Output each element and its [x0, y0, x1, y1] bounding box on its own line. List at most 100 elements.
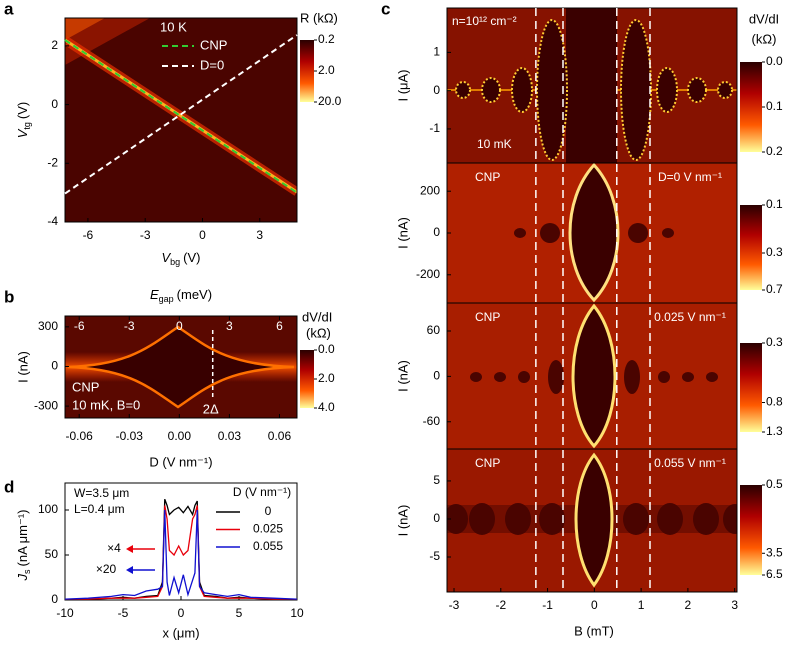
y-tick-label: -4: [47, 214, 58, 228]
legend-title: D (V nm⁻¹): [233, 485, 291, 499]
x-tick-label: -10: [56, 606, 74, 620]
x-tick-label: -3: [140, 228, 151, 242]
legend-label: 0.025: [253, 522, 283, 536]
label-unit: (nA μm⁻¹): [15, 510, 30, 567]
colorbar-tick-label: 0.3: [766, 335, 783, 349]
series-line: [64, 509, 298, 600]
axis-label: Vtg (V): [15, 102, 32, 139]
colorbar-tick-label: 0.1: [766, 197, 783, 211]
axis-label: I (nA): [395, 505, 410, 537]
heatmap-a: [65, 18, 297, 222]
y-tick-label: 200: [420, 183, 440, 197]
legend-label: 0.055: [253, 539, 283, 553]
x-tick-label: 3: [256, 228, 263, 242]
annotation: CNP: [475, 170, 500, 184]
colorbar-unit: (kΩ): [752, 31, 777, 46]
colorbar-tick-label: 0.2: [318, 32, 335, 46]
annotation: CNP: [72, 379, 99, 394]
label-subscript: tg: [22, 122, 32, 130]
multiplier-arrows: [126, 545, 155, 574]
colorbar-tick-label: 0.5: [766, 477, 783, 491]
annotation: W=3.5 μm: [74, 486, 129, 500]
series-line: [65, 505, 297, 600]
panel-label: d: [4, 477, 14, 496]
x-tick-label: -3: [449, 598, 460, 612]
annotation: n=10¹² cm⁻²: [452, 14, 517, 28]
annotation: 10 K: [160, 19, 187, 34]
x-tick-label: -0.06: [66, 429, 94, 443]
annotation: CNP: [475, 456, 500, 470]
x-tick-label: 0: [591, 598, 598, 612]
y-tick-label: 60: [427, 323, 441, 337]
colorbar-title: R (kΩ): [300, 10, 338, 25]
colorbar-tick-label: 1.3: [766, 424, 783, 438]
y-tick-label: 100: [38, 502, 58, 516]
colorbar: [740, 343, 762, 432]
annotation: 10 mK, B=0: [72, 397, 140, 412]
annotation: L=0.4 μm: [74, 502, 125, 516]
x-tick-label: 0.00: [168, 429, 192, 443]
legend-label: 0: [265, 504, 272, 518]
label-symbol: E: [150, 287, 159, 302]
x-tick-label: -6: [74, 319, 85, 333]
colorbar-tick-label: 2.0: [318, 371, 335, 385]
colorbar-title: dV/dI: [302, 309, 332, 324]
x-tick-label: 1: [638, 598, 645, 612]
colorbar-tick-label: 3.5: [766, 545, 783, 559]
legend-label: CNP: [200, 37, 227, 52]
axis-label: I (nA): [395, 360, 410, 392]
x-tick-label: 5: [236, 606, 243, 620]
colorbar: [740, 205, 762, 290]
x-tick-label: -1: [542, 598, 553, 612]
label-symbol: J: [15, 573, 30, 581]
series-line: [64, 39, 298, 194]
colorbar-tick-label: 0.3: [766, 245, 783, 259]
axis-label: Vbg (V): [161, 250, 200, 267]
label-symbol: V: [161, 250, 171, 265]
colorbar-tick-label: 0.7: [766, 282, 783, 296]
colorbar-tick-label: 2.0: [318, 63, 335, 77]
label-subscript: bg: [170, 257, 180, 267]
annotation: CNP: [475, 310, 500, 324]
colorbar: [300, 350, 314, 408]
legend-label: D=0: [200, 57, 224, 72]
x-tick-label: 10: [290, 606, 304, 620]
frame: [64, 315, 298, 419]
axis-label: I (μA): [395, 69, 410, 101]
axis-label: I (nA): [395, 217, 410, 249]
y-tick-label: 1: [433, 45, 440, 59]
annotation: 0.055 V nm⁻¹: [654, 456, 726, 470]
heatmap-c: [447, 8, 737, 592]
y-tick-label: 50: [45, 547, 59, 561]
label-unit: (V): [183, 250, 200, 265]
frame: [64, 17, 298, 223]
label-unit: (meV): [177, 287, 212, 302]
y-tick-label: -1: [429, 121, 440, 135]
panel-label: c: [381, 0, 390, 18]
x-tick-label: -0.03: [116, 429, 144, 443]
colorbar-tick-label: 6.5: [766, 567, 783, 581]
y-tick-label: 0: [51, 359, 58, 373]
x-tick-label: -5: [118, 606, 129, 620]
multiplier: ×4: [107, 541, 121, 555]
y-tick-label: -5: [429, 549, 440, 563]
panel-label: b: [4, 287, 14, 306]
x-tick-label: -2: [495, 598, 506, 612]
label-symbol: V: [15, 128, 30, 138]
colorbar-tick-label: 0.2: [766, 144, 783, 158]
axis-label: D (V nm⁻¹): [149, 454, 212, 469]
x-tick-label: 0: [178, 606, 185, 620]
heatmap-b: [65, 316, 297, 418]
axis-label: x (μm): [162, 625, 199, 640]
colorbar: [740, 62, 762, 152]
colorbar-tick-label: 0.8: [766, 395, 783, 409]
colorbar-tick-label: 20.0: [318, 94, 342, 108]
series-line: [64, 34, 298, 195]
x-tick-label: 2: [685, 598, 692, 612]
axis-label: I (nA): [15, 351, 30, 383]
x-tick-label: 3: [226, 319, 233, 333]
y-tick-label: 0: [433, 511, 440, 525]
y-tick-label: -2: [47, 155, 58, 169]
y-tick-label: -60: [423, 414, 441, 428]
x-tick-label: 0.06: [268, 429, 292, 443]
